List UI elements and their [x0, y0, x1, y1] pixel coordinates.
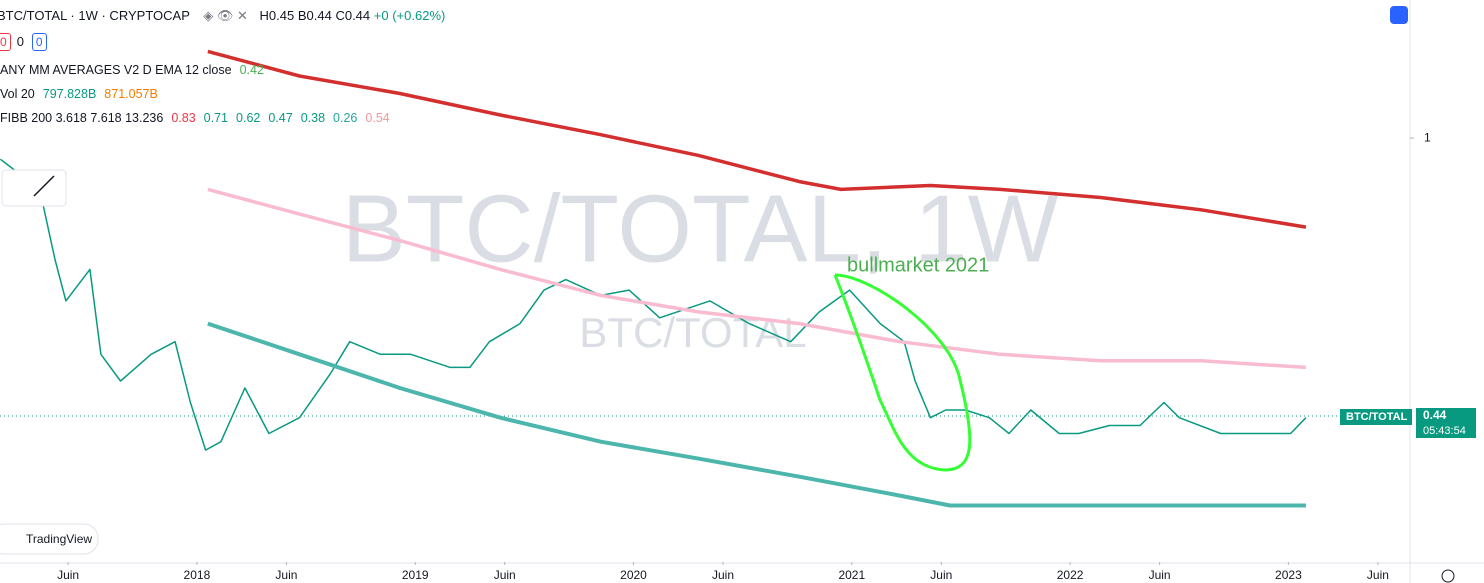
spread: 0	[16, 34, 24, 49]
close: C0.44	[335, 8, 371, 23]
annotation: bullmarket 2021	[847, 254, 989, 276]
drawing-toolbar[interactable]	[1, 169, 67, 207]
series-line	[207, 321, 1306, 508]
indicator-value: 0.38	[300, 111, 326, 125]
indicator-value: 871.057B	[104, 87, 158, 101]
indicator-name: FIBB 200 3.618 7.618 13.236	[0, 111, 164, 125]
settings-icon[interactable]	[1441, 569, 1455, 583]
indicator-name: ANY MM AVERAGES V2 D EMA 12 close	[0, 63, 232, 77]
x-tick-label: Juin	[1149, 568, 1171, 582]
x-tick-label: 2021	[838, 568, 865, 582]
change: +0 (+0.62%)	[373, 8, 446, 23]
series-line	[207, 187, 1307, 370]
x-tick-label: Juin	[275, 568, 297, 582]
plot	[0, 49, 1307, 508]
y-tick-label: 1	[1424, 130, 1431, 144]
indicator-name: Vol 20	[0, 87, 35, 101]
series-line	[207, 49, 1307, 229]
icon[interactable]	[1390, 6, 1408, 24]
symbol-label-bg	[1340, 409, 1412, 425]
indicator: Vol 20 797.828B 871.057B	[0, 87, 158, 101]
symbol: BTC/TOTAL · 1W · CRYPTOCAP	[0, 8, 190, 23]
buy-button[interactable]: 0	[31, 33, 47, 51]
indicator-value: 0.26	[333, 111, 358, 125]
series-line	[0, 158, 1307, 451]
countdown: 05:43:54	[1423, 425, 1466, 437]
trendline-icon	[33, 175, 55, 197]
x-tick-label: Juin	[57, 568, 79, 582]
indicator-value: 0.42	[239, 63, 264, 77]
indicator: ANY MM AVERAGES V2 D EMA 12 close 0.42	[0, 63, 264, 77]
low: B0.44	[297, 8, 332, 23]
x-tick-label: 2020	[620, 568, 647, 582]
x-tick-label: Juin	[1367, 568, 1389, 582]
indicator-value: 0.47	[268, 111, 293, 125]
x-tick-label: Juin	[712, 568, 734, 582]
high: H0.45	[259, 8, 295, 23]
indicator-value: 0.54	[365, 111, 390, 125]
indicator-value: 797.828B	[42, 87, 97, 101]
indicator-value: 0.71	[203, 111, 229, 125]
symbol-label: BTC/TOTAL	[1346, 411, 1408, 423]
sell-button[interactable]: 0	[0, 33, 11, 51]
watermark: BTC/TOTAL, 1W	[342, 175, 1059, 282]
x-tick-label: 2019	[402, 568, 429, 582]
logo-text: TradingView	[26, 532, 92, 546]
x-tick-label: 2018	[184, 568, 211, 582]
indicator-value: 0.83	[171, 111, 196, 125]
x-tick-label: Juin	[930, 568, 952, 582]
x-tick-label: 2022	[1057, 568, 1084, 582]
indicator-value: 0.62	[236, 111, 261, 125]
price-label-bg	[1416, 408, 1476, 438]
x-tick-label: Juin	[494, 568, 516, 582]
header: BTC/TOTAL · 1W · CRYPTOCAP ◈ 👁 ✕ H0.45 B…	[0, 8, 445, 24]
indicator: FIBB 200 3.618 7.618 13.236 0.83 0.71 0.62 0…	[0, 111, 390, 125]
annotation-shape	[833, 273, 972, 472]
price-label: 0.44	[1423, 408, 1447, 422]
watermark-sub: BTC/TOTAL	[579, 309, 806, 356]
logo-bg	[0, 523, 99, 555]
x-tick-label: 2023	[1275, 568, 1302, 582]
